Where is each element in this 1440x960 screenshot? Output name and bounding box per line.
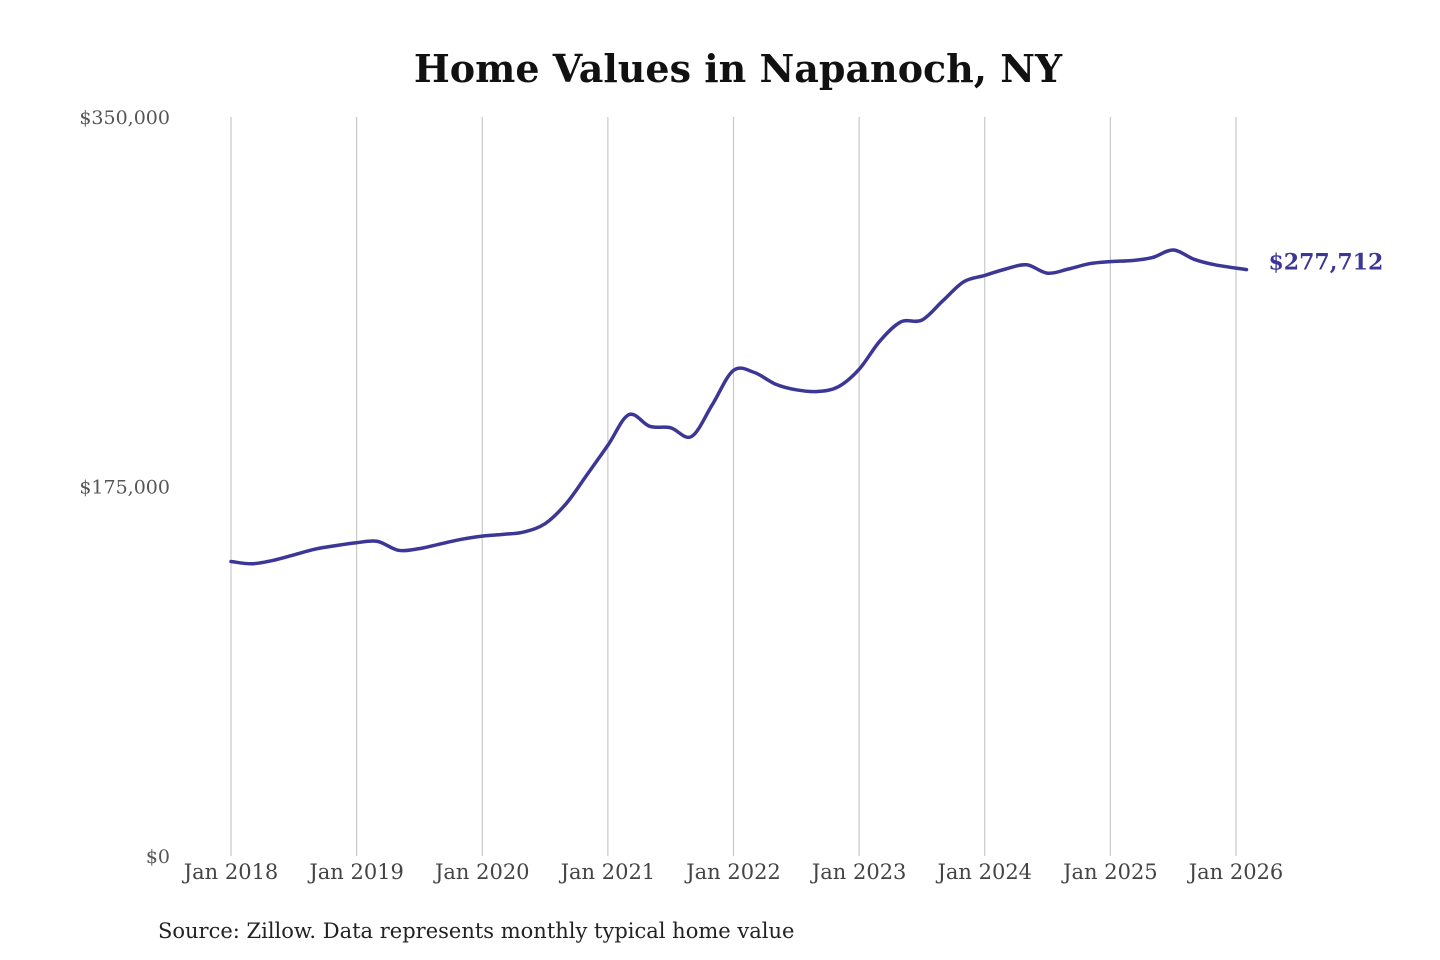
x-tick-label: Jan 2026 [1187,860,1284,884]
x-axis: Jan 2018 Jan 2019 Jan 2020 Jan 2021 Jan 2022… [182,860,1284,884]
x-tick-label: Jan 2024 [935,860,1032,884]
end-value-label: $277,712 [1268,250,1383,276]
grid-lines [230,117,1237,856]
x-tick-label: Jan 2022 [684,860,781,884]
y-tick-label: $350,000 [79,107,170,129]
y-tick-label: $175,000 [79,477,170,499]
x-tick-label: Jan 2025 [1061,860,1158,884]
x-tick-label: Jan 2019 [307,860,404,884]
series-line [229,248,1249,566]
annotations: $277,712 [1268,250,1383,276]
x-tick-label: Jan 2018 [182,860,279,884]
x-tick-label: Jan 2021 [559,860,656,884]
source-note: Source: Zillow. Data represents monthly … [158,919,794,943]
y-axis: $0 $175,000 $350,000 [79,107,170,868]
series-group [229,248,1249,566]
x-tick-label: Jan 2023 [810,860,907,884]
y-tick-label: $0 [146,846,170,868]
chart-title: Home Values in Napanoch, NY [414,46,1063,91]
x-tick-label: Jan 2020 [433,860,530,884]
